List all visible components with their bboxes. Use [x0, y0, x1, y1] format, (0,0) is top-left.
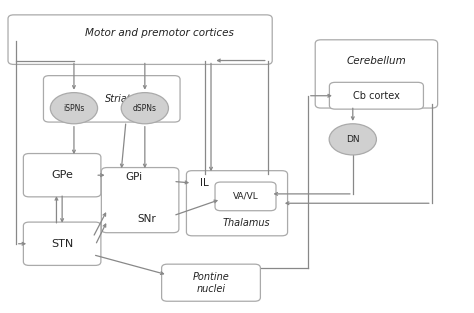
Text: VA/VL: VA/VL: [233, 192, 258, 201]
Text: Striatum: Striatum: [105, 94, 147, 104]
Text: iSPNs: iSPNs: [63, 104, 85, 113]
Text: Motor and premotor cortices: Motor and premotor cortices: [84, 28, 234, 38]
Circle shape: [50, 93, 98, 124]
FancyBboxPatch shape: [101, 167, 179, 233]
FancyBboxPatch shape: [329, 82, 423, 109]
Text: STN: STN: [51, 239, 73, 249]
Text: Thalamus: Thalamus: [223, 218, 270, 228]
FancyBboxPatch shape: [23, 154, 101, 197]
Circle shape: [121, 93, 168, 124]
Text: GPi: GPi: [126, 172, 143, 182]
Text: GPe: GPe: [51, 170, 73, 180]
FancyBboxPatch shape: [162, 264, 260, 301]
FancyBboxPatch shape: [44, 76, 180, 122]
FancyBboxPatch shape: [23, 222, 101, 265]
Text: Cerebellum: Cerebellum: [346, 56, 406, 66]
Text: dSPNs: dSPNs: [133, 104, 157, 113]
Text: DN: DN: [346, 135, 360, 144]
FancyBboxPatch shape: [8, 15, 272, 64]
Text: SNr: SNr: [137, 214, 155, 224]
FancyBboxPatch shape: [315, 40, 438, 108]
FancyBboxPatch shape: [186, 171, 288, 236]
Circle shape: [329, 124, 376, 155]
Text: IL: IL: [201, 178, 209, 188]
Text: Pontine
nuclei: Pontine nuclei: [192, 272, 229, 294]
FancyBboxPatch shape: [215, 182, 276, 211]
Text: Cb cortex: Cb cortex: [353, 91, 400, 101]
